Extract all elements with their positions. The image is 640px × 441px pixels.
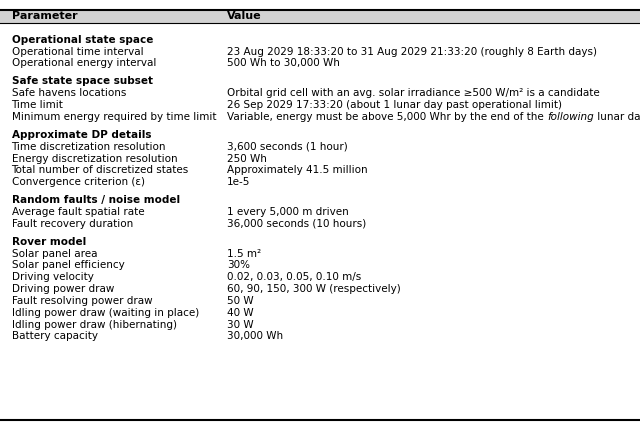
Text: Solar panel area: Solar panel area (12, 249, 97, 258)
Text: Parameter: Parameter (12, 11, 77, 21)
Text: Operational energy interval: Operational energy interval (12, 59, 156, 68)
Text: 60, 90, 150, 300 W (respectively): 60, 90, 150, 300 W (respectively) (227, 284, 401, 294)
Text: 50 W: 50 W (227, 296, 254, 306)
Text: Time limit: Time limit (12, 100, 63, 110)
Text: Time discretization resolution: Time discretization resolution (12, 142, 166, 152)
Text: 26 Sep 2029 17:33:20 (about 1 lunar day past operational limit): 26 Sep 2029 17:33:20 (about 1 lunar day … (227, 100, 562, 110)
Text: Energy discretization resolution: Energy discretization resolution (12, 153, 177, 164)
Text: Operational state space: Operational state space (12, 35, 153, 45)
Text: 30 W: 30 W (227, 320, 254, 329)
Text: Idling power draw (waiting in place): Idling power draw (waiting in place) (12, 308, 199, 318)
Text: 36,000 seconds (10 hours): 36,000 seconds (10 hours) (227, 219, 367, 229)
Text: Rover model: Rover model (12, 237, 86, 247)
Text: lunar day: lunar day (594, 112, 640, 122)
Text: Safe state space subset: Safe state space subset (12, 76, 152, 86)
Text: following: following (547, 112, 594, 122)
Text: 1 every 5,000 m driven: 1 every 5,000 m driven (227, 207, 349, 217)
Text: Total number of discretized states: Total number of discretized states (12, 165, 189, 176)
Text: Driving velocity: Driving velocity (12, 272, 93, 282)
Text: 1e-5: 1e-5 (227, 177, 251, 187)
Text: Minimum energy required by time limit: Minimum energy required by time limit (12, 112, 216, 122)
Text: Idling power draw (hibernating): Idling power draw (hibernating) (12, 320, 177, 329)
Text: 250 Wh: 250 Wh (227, 153, 267, 164)
Text: Operational time interval: Operational time interval (12, 47, 143, 56)
Text: Driving power draw: Driving power draw (12, 284, 114, 294)
Text: Convergence criterion (ε): Convergence criterion (ε) (12, 177, 145, 187)
Text: Orbital grid cell with an avg. solar irradiance ≥500 W/m² is a candidate: Orbital grid cell with an avg. solar irr… (227, 88, 600, 98)
Text: 30,000 Wh: 30,000 Wh (227, 331, 284, 341)
Text: Approximately 41.5 million: Approximately 41.5 million (227, 165, 368, 176)
Bar (0, 10, 640, 23)
Text: 0.02, 0.03, 0.05, 0.10 m/s: 0.02, 0.03, 0.05, 0.10 m/s (227, 272, 362, 282)
Text: 500 Wh to 30,000 Wh: 500 Wh to 30,000 Wh (227, 59, 340, 68)
Text: 40 W: 40 W (227, 308, 254, 318)
Text: Average fault spatial rate: Average fault spatial rate (12, 207, 144, 217)
Text: Approximate DP details: Approximate DP details (12, 130, 151, 140)
Text: Fault recovery duration: Fault recovery duration (12, 219, 132, 229)
Text: Random faults / noise model: Random faults / noise model (12, 195, 180, 205)
Text: Safe havens locations: Safe havens locations (12, 88, 126, 98)
Text: 3,600 seconds (1 hour): 3,600 seconds (1 hour) (227, 142, 348, 152)
Text: Variable, energy must be above 5,000 Whr by the end of the: Variable, energy must be above 5,000 Whr… (227, 112, 547, 122)
Text: Battery capacity: Battery capacity (12, 331, 97, 341)
Text: 30%: 30% (227, 261, 250, 270)
Text: Fault resolving power draw: Fault resolving power draw (12, 296, 152, 306)
Text: 23 Aug 2029 18:33:20 to 31 Aug 2029 21:33:20 (roughly 8 Earth days): 23 Aug 2029 18:33:20 to 31 Aug 2029 21:3… (227, 47, 597, 56)
Text: 1.5 m²: 1.5 m² (227, 249, 261, 258)
Text: Value: Value (227, 11, 262, 21)
Text: Solar panel efficiency: Solar panel efficiency (12, 261, 124, 270)
